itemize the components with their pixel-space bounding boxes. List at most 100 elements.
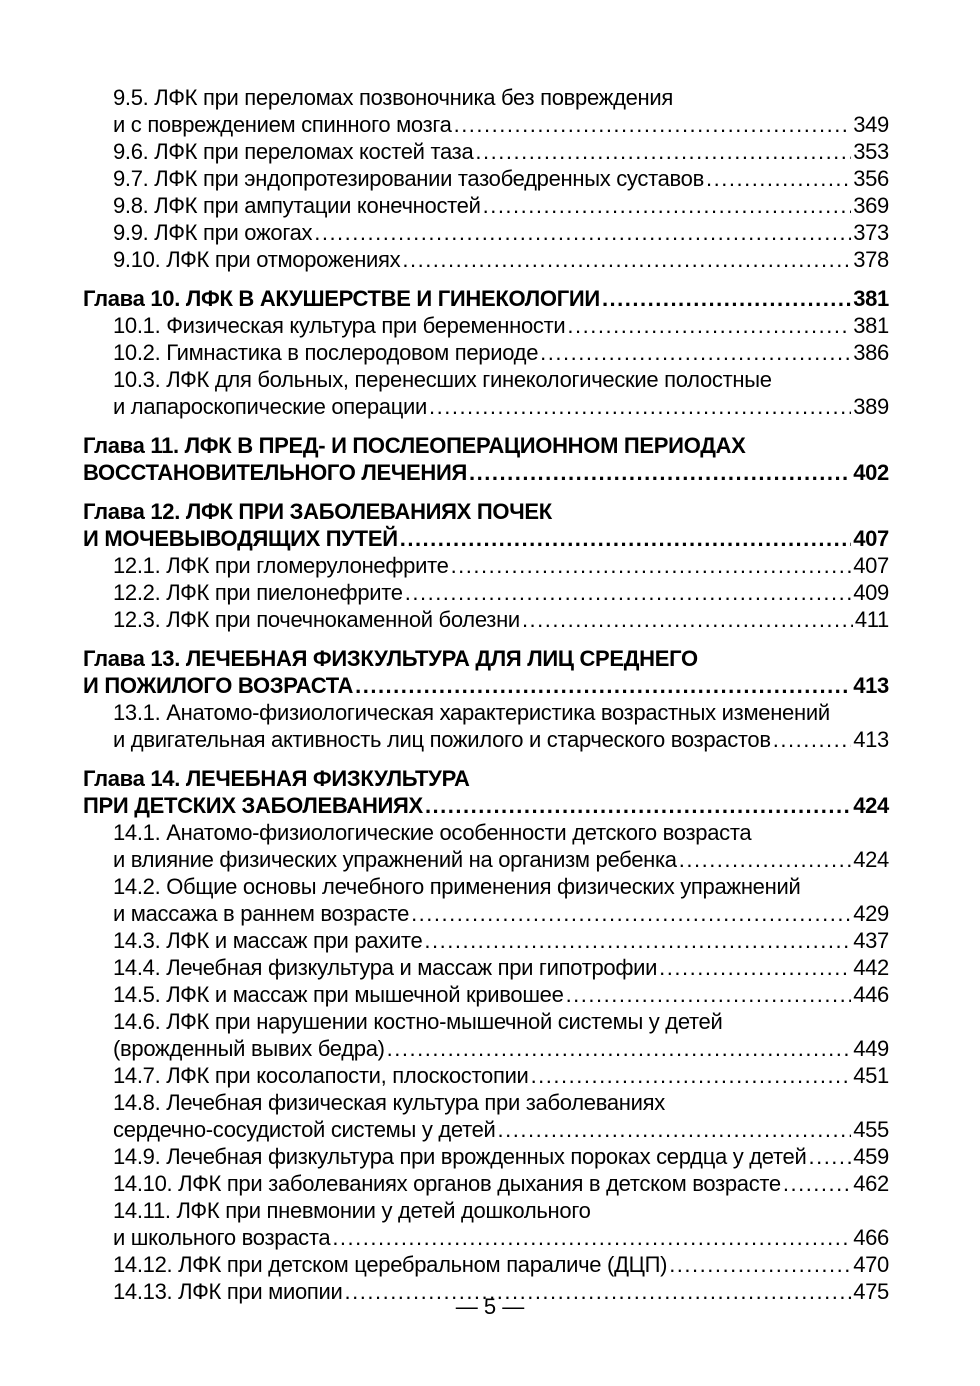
toc-page-number: 424 <box>853 793 889 818</box>
toc-entry-line: 10.1. Физическая культура при беременнос… <box>83 312 889 339</box>
toc-entry-line: ВОССТАНОВИТЕЛЬНОГО ЛЕЧЕНИЯ..............… <box>83 459 889 486</box>
dot-leader: ........................................… <box>521 607 853 632</box>
toc-entry-text: 14.13. ЛФК при миопии <box>113 1279 343 1304</box>
dot-leader: ........................................… <box>540 340 852 365</box>
toc-page-number: 411 <box>854 607 889 632</box>
toc-page-number: 466 <box>853 1225 889 1250</box>
toc-entry-text: ВОССТАНОВИТЕЛЬНОГО ЛЕЧЕНИЯ <box>83 460 468 485</box>
dot-leader: ........................................… <box>601 286 851 311</box>
toc-entry-line: 14.1. Анатомо-физиологические особенност… <box>113 820 752 845</box>
toc-entry-line: 9.7. ЛФК при эндопротезировании тазобедр… <box>83 165 889 192</box>
toc-page-number: 386 <box>853 340 889 365</box>
toc-sub-entry: 14.2. Общие основы лечебного применения … <box>83 873 889 927</box>
toc-page-number: 349 <box>853 112 889 137</box>
toc-entry-text: 9.7. ЛФК при эндопротезировании тазобедр… <box>113 166 705 191</box>
toc-page-number: 442 <box>853 955 889 980</box>
page-number: — 5 — <box>455 1294 525 1319</box>
toc-sub-entry: 13.1. Анатомо-физиологическая характерис… <box>83 699 889 753</box>
page-footer: — 5 — <box>0 1294 980 1320</box>
toc-entry-line: 10.2. Гимнастика в послеродовом периоде.… <box>83 339 889 366</box>
toc-page-number: 446 <box>853 982 889 1007</box>
dot-leader: ........................................… <box>411 901 852 926</box>
dot-leader: ........................................… <box>475 139 851 164</box>
toc-entry-line: и с повреждением спинного мозга.........… <box>83 111 889 138</box>
toc-entry-line: (врожденный вывих бедра)................… <box>83 1035 889 1062</box>
dot-leader: ........................................… <box>659 955 851 980</box>
toc-page-number: 455 <box>853 1117 889 1142</box>
toc-entry-line: и лапароскопические операции............… <box>83 393 889 420</box>
toc-entry-text: 9.8. ЛФК при ампутации конечностей <box>113 193 481 218</box>
toc-entry-line: 13.1. Анатомо-физиологическая характерис… <box>113 700 830 725</box>
toc-entry-line: Глава 13. ЛЕЧЕБНАЯ ФИЗКУЛЬТУРА ДЛЯ ЛИЦ С… <box>83 646 698 671</box>
dot-leader: ........................................… <box>386 1036 852 1061</box>
dot-leader: ........................................… <box>678 847 851 872</box>
toc-entry-line: И МОЧЕВЫВОДЯЩИХ ПУТЕЙ...................… <box>83 525 889 552</box>
toc-page-number: 413 <box>853 727 889 752</box>
toc-sub-entry: 14.12. ЛФК при детском церебральном пара… <box>83 1251 889 1278</box>
toc-entry-line: 12.2. ЛФК при пиелонефрите..............… <box>83 579 889 606</box>
dot-leader: ........................................… <box>450 553 852 578</box>
toc-page-number: 475 <box>853 1279 889 1304</box>
toc-chapter-entry: Глава 14. ЛЕЧЕБНАЯ ФИЗКУЛЬТУРА ПРИ ДЕТСКИ… <box>83 765 889 819</box>
dot-leader: ........................................… <box>469 460 851 485</box>
toc-entry-line: 10.3. ЛФК для больных, перенесших гинеко… <box>113 367 772 392</box>
dot-leader: ........................................… <box>404 580 851 605</box>
toc-entry-line: 9.6. ЛФК при переломах костей таза......… <box>83 138 889 165</box>
toc-page-number: 470 <box>853 1252 889 1277</box>
toc-entry-line: Глава 12. ЛФК ПРИ ЗАБОЛЕВАНИЯХ ПОЧЕК <box>83 499 552 524</box>
toc-entry-text: 14.9. Лечебная физкультура при врожденны… <box>113 1144 807 1169</box>
toc-entry-line: Глава 10. ЛФК В АКУШЕРСТВЕ И ГИНЕКОЛОГИИ… <box>83 285 889 312</box>
toc-page-number: 413 <box>853 673 889 698</box>
toc-entry-text: и двигательная активность лиц пожилого и… <box>113 727 771 752</box>
dot-leader: ........................................… <box>497 1117 852 1142</box>
toc-sub-entry: 14.6. ЛФК при нарушении костно-мышечной … <box>83 1008 889 1062</box>
toc-entry-line: 14.4. Лечебная физкультура и массаж при … <box>83 954 889 981</box>
dot-leader: ........................................… <box>399 526 851 551</box>
toc-entry-line: и массажа в раннем возрасте.............… <box>83 900 889 927</box>
toc-page-number: 353 <box>853 139 889 164</box>
toc-page-number: 378 <box>853 247 889 272</box>
toc-entry-text: Глава 10. ЛФК В АКУШЕРСТВЕ И ГИНЕКОЛОГИИ <box>83 286 600 311</box>
toc-entry-line: 14.7. ЛФК при косолапости, плоскостопии.… <box>83 1062 889 1089</box>
toc-page-number: 437 <box>853 928 889 953</box>
toc-entry-line: Глава 14. ЛЕЧЕБНАЯ ФИЗКУЛЬТУРА <box>83 766 470 791</box>
toc-entry-text: 14.4. Лечебная физкультура и массаж при … <box>113 955 658 980</box>
dot-leader: ........................................… <box>706 166 851 191</box>
toc-entry-line: 14.5. ЛФК и массаж при мышечной кривошее… <box>83 981 889 1008</box>
toc-entry-line: 14.2. Общие основы лечебного применения … <box>113 874 801 899</box>
dot-leader: ........................................… <box>344 1279 852 1304</box>
toc-entry-line: сердечно-сосудистой системы у детей.....… <box>83 1116 889 1143</box>
toc-entry-text: 10.2. Гимнастика в послеродовом периоде <box>113 340 539 365</box>
toc-entry-text: 9.9. ЛФК при ожогах <box>113 220 313 245</box>
toc-entry-text: и лапароскопические операции <box>113 394 427 419</box>
toc-page-number: 369 <box>853 193 889 218</box>
toc-entry-line: 14.10. ЛФК при заболеваниях органов дыха… <box>83 1170 889 1197</box>
toc-page-number: 451 <box>853 1063 889 1088</box>
toc-entry-text: 14.5. ЛФК и массаж при мышечной кривошее <box>113 982 564 1007</box>
toc-entry-line: 12.1. ЛФК при гломерулонефрите..........… <box>83 552 889 579</box>
toc-entry-text: 9.6. ЛФК при переломах костей таза <box>113 139 474 164</box>
toc-entry-text: 9.10. ЛФК при отморожениях <box>113 247 401 272</box>
toc-sub-entry: 14.11. ЛФК при пневмонии у детей дошколь… <box>83 1197 889 1251</box>
dot-leader: ........................................… <box>808 1144 851 1169</box>
toc-sub-entry: 14.7. ЛФК при косолапости, плоскостопии.… <box>83 1062 889 1089</box>
toc-entry-text: и массажа в раннем возрасте <box>113 901 410 926</box>
toc-entry-line: 9.10. ЛФК при отморожениях..............… <box>83 246 889 273</box>
toc-page-number: 402 <box>853 460 889 485</box>
toc-page-number: 389 <box>853 394 889 419</box>
toc-entry-text: и влияние физических упражнений на орган… <box>113 847 677 872</box>
toc-entry-text: 12.2. ЛФК при пиелонефрите <box>113 580 403 605</box>
toc-sub-entry: 9.8. ЛФК при ампутации конечностей......… <box>83 192 889 219</box>
toc-sub-entry: 14.3. ЛФК и массаж при рахите...........… <box>83 927 889 954</box>
toc-entry-text: И ПОЖИЛОГО ВОЗРАСТА <box>83 673 354 698</box>
toc-entry-line: 9.5. ЛФК при переломах позвоночника без … <box>113 85 674 110</box>
toc-page-number: 381 <box>853 286 889 311</box>
toc-page-number: 381 <box>853 313 889 338</box>
dot-leader: ........................................… <box>772 727 851 752</box>
toc-sub-entry: 9.5. ЛФК при переломах позвоночника без … <box>83 84 889 138</box>
toc-entry-text: 10.1. Физическая культура при беременнос… <box>113 313 566 338</box>
toc-entry-text: сердечно-сосудистой системы у детей <box>113 1117 496 1142</box>
toc-entry-text: (врожденный вывих бедра) <box>113 1036 385 1061</box>
toc-sub-entry: 9.6. ЛФК при переломах костей таза......… <box>83 138 889 165</box>
toc-page-number: 407 <box>853 526 889 551</box>
